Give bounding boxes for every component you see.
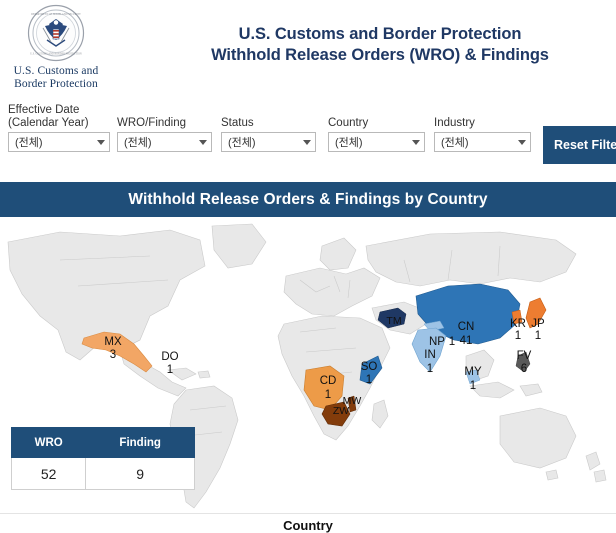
filter-industry: Industry (전체) (434, 117, 531, 152)
map-label-kr-code: KR (510, 318, 526, 330)
map-label-kr-value: 1 (515, 330, 521, 342)
filter-country-value: (전체) (335, 137, 363, 149)
map-label-do-value: 1 (167, 364, 173, 376)
page-title-line1: U.S. Customs and Border Protection (238, 25, 522, 43)
map-label-in-code: IN (424, 349, 436, 361)
map-label-do-code: DO (161, 351, 178, 363)
filter-industry-value: (전체) (441, 137, 469, 149)
table-header-row: WRO Finding (10, 427, 195, 458)
map-panel-title-text: Withhold Release Orders & Findings by Co… (128, 190, 488, 208)
world-map[interactable]: MX 3 DO 1 TM CN 41 NP 1 IN 1 KR 1 JP 1 F… (0, 220, 616, 514)
map-country-fv[interactable] (515, 351, 531, 373)
map-country-zw[interactable] (321, 401, 351, 427)
filter-effective-date-value: (전체) (15, 137, 43, 149)
chevron-down-icon (518, 139, 526, 145)
filter-effective-date-select[interactable]: (전체) (8, 132, 110, 152)
table-row: 52 9 (10, 457, 195, 490)
filter-wro-finding-value: (전체) (124, 137, 152, 149)
filter-effective-date-label-line2: (Calendar Year) (8, 117, 89, 129)
map-label-mx-value: 3 (110, 349, 116, 361)
svg-text:DEPARTMENT OF HOMELAND SECURIT: DEPARTMENT OF HOMELAND SECURITY (31, 13, 81, 16)
map-label-fv-value: 6 (521, 363, 527, 375)
map-country-kr[interactable] (511, 309, 523, 325)
page-title-line2: Withhold Release Orders (WRO) & Findings (211, 46, 549, 64)
chevron-down-icon (303, 139, 311, 145)
chart-axis-title: Country (0, 518, 616, 533)
filter-status: Status (전체) (221, 117, 316, 152)
filter-industry-select[interactable]: (전체) (434, 132, 531, 152)
map-label-jp-code: JP (531, 318, 545, 330)
map-label-mx-code: MX (104, 336, 122, 348)
filter-status-select[interactable]: (전체) (221, 132, 316, 152)
map-label-so-value: 1 (366, 374, 372, 386)
map-highlight-layer (81, 283, 547, 427)
map-label-cn-code: CN (458, 321, 475, 333)
filter-status-label: Status (221, 117, 254, 129)
chevron-down-icon (97, 139, 105, 145)
filter-effective-date-label-line1: Effective Date (8, 104, 80, 116)
filter-effective-date: Effective Date (Calendar Year) (전체) (8, 104, 110, 152)
map-country-tm[interactable] (377, 307, 407, 329)
cbp-logo-line2: Border Protection (14, 78, 98, 90)
table-cell-wro-value: 52 (10, 457, 87, 490)
page-title: U.S. Customs and Border Protection Withh… (150, 24, 610, 66)
map-country-mw[interactable] (347, 395, 357, 413)
reset-filters-label: Reset Filters (554, 138, 616, 152)
map-label-cd-value: 1 (325, 389, 331, 401)
map-label-fv-code: FV (517, 350, 532, 362)
filter-industry-label: Industry (434, 117, 475, 129)
map-country-jp[interactable] (525, 297, 547, 329)
map-country-in[interactable] (411, 327, 447, 373)
map-label-in-value: 1 (427, 363, 433, 375)
map-label-so-code: SO (361, 361, 378, 373)
filter-country-label: Country (328, 117, 369, 129)
reset-filters-button[interactable]: Reset Filters (543, 126, 616, 164)
svg-text:U.S. CUSTOMS AND BORDER PROTEC: U.S. CUSTOMS AND BORDER PROTECTION (30, 53, 82, 56)
map-label-mw-code: MW (343, 395, 362, 407)
map-label-np-value: 1 (449, 336, 455, 348)
map-country-so[interactable] (359, 355, 383, 385)
filter-country-select[interactable]: (전체) (328, 132, 425, 152)
cbp-logo-line1: U.S. Customs and (13, 65, 99, 77)
chevron-down-icon (199, 139, 207, 145)
filter-bar: Effective Date (Calendar Year) (전체) WRO/… (0, 104, 616, 166)
map-country-mx[interactable] (81, 331, 153, 373)
map-country-cd[interactable] (303, 365, 345, 411)
map-label-np-code: NP (429, 336, 445, 348)
map-country-my[interactable] (465, 369, 481, 385)
map-label-my-value: 1 (470, 380, 476, 392)
summary-table: WRO Finding 52 9 (10, 427, 195, 490)
map-label-my-code: MY (464, 366, 482, 378)
filter-wro-finding-select[interactable]: (전체) (117, 132, 212, 152)
cbp-logo-block: DEPARTMENT OF HOMELAND SECURITY U.S. CUS… (6, 4, 106, 91)
map-label-cn-value: 41 (460, 335, 473, 347)
map-label-cd-code: CD (320, 375, 337, 387)
map-panel-title: Withhold Release Orders & Findings by Co… (0, 182, 616, 217)
table-header-finding: Finding (85, 427, 195, 458)
map-label-layer: MX 3 DO 1 TM CN 41 NP 1 IN 1 KR 1 JP 1 F… (104, 315, 545, 417)
filter-wro-finding-label: WRO/Finding (117, 117, 187, 129)
chevron-down-icon (412, 139, 420, 145)
map-label-tm-code: TM (386, 315, 401, 327)
table-cell-finding-value: 9 (85, 457, 195, 490)
map-label-jp-value: 1 (535, 330, 541, 342)
table-header-wro: WRO (10, 427, 87, 458)
filter-country: Country (전체) (328, 117, 425, 152)
page-header: DEPARTMENT OF HOMELAND SECURITY U.S. CUS… (0, 0, 616, 104)
cbp-seal-icon: DEPARTMENT OF HOMELAND SECURITY U.S. CUS… (27, 4, 85, 62)
chart-axis-title-text: Country (283, 518, 333, 533)
filter-wro-finding: WRO/Finding (전체) (117, 117, 212, 152)
filter-status-value: (전체) (228, 137, 256, 149)
map-borders-layer (59, 245, 501, 437)
map-label-zw-code: ZW (333, 405, 349, 417)
